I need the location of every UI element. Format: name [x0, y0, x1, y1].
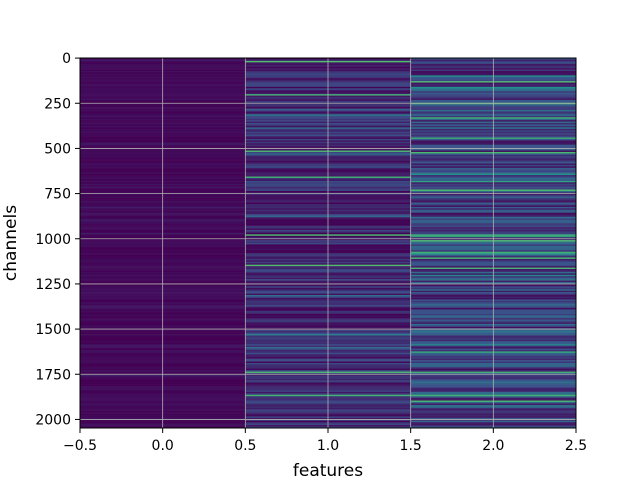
y-tick-label: 0 — [62, 51, 71, 67]
x-tick-label: 1.5 — [400, 438, 422, 454]
y-tick-label: 250 — [44, 96, 71, 112]
x-tick-label: 0.0 — [152, 438, 174, 454]
x-axis-label: features — [293, 461, 363, 480]
x-tick-label: 1.0 — [317, 438, 339, 454]
y-tick-label: 1250 — [35, 277, 71, 293]
x-tick-label: −0.5 — [63, 438, 97, 454]
x-axis: −0.5 0.0 0.5 1.0 1.5 2.0 2.5 — [63, 428, 587, 454]
gridlines — [80, 57, 576, 428]
x-tick-label: 2.0 — [482, 438, 504, 454]
y-tick-label: 750 — [44, 187, 71, 203]
y-tick-label: 2000 — [35, 412, 71, 428]
y-tick-label: 1500 — [35, 322, 71, 338]
y-tick-label: 500 — [44, 141, 71, 157]
x-tick-label: 0.5 — [234, 438, 256, 454]
y-axis-label: channels — [1, 205, 21, 281]
y-tick-label: 1750 — [35, 367, 71, 383]
x-tick-label: 2.5 — [565, 438, 587, 454]
y-axis: 0 250 500 750 1000 1250 1500 1750 2000 — [35, 51, 80, 428]
y-tick-label: 1000 — [35, 232, 71, 248]
